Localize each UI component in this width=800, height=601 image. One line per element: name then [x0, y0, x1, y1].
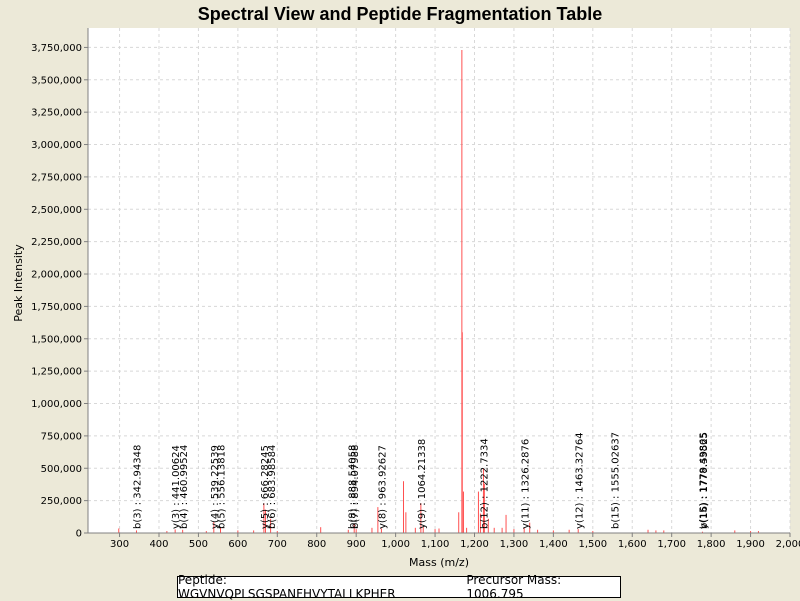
y-tick-label: 2,750,000	[31, 172, 82, 183]
y-tick-label: 750,000	[41, 431, 82, 442]
fragment-annotation: y(8) : 963.92627	[377, 445, 388, 529]
fragment-annotation: b(5) : 556.13818	[217, 445, 228, 529]
x-tick-label: 900	[347, 539, 366, 550]
x-tick-label: 1,000	[381, 539, 410, 550]
peptide-sequence: Peptide: WGVNVQPLSGSPANFHVYTALLKPHER	[178, 573, 396, 601]
x-tick-label: 1,600	[618, 539, 647, 550]
grid-layer	[88, 28, 791, 534]
plot-area	[88, 28, 790, 533]
x-tick-label: 1,800	[697, 539, 726, 550]
y-tick-label: 3,500,000	[31, 75, 82, 86]
fragment-annotation: b(15) : 1555.02637	[611, 432, 622, 529]
y-tick-label: 500,000	[41, 464, 82, 475]
y-tick-label: 1,500,000	[31, 334, 82, 345]
y-axis-label: Peak Intensity	[12, 244, 25, 322]
x-tick-label: 1,100	[421, 539, 450, 550]
fragment-annotation: y(11) : 1326.2876	[520, 439, 531, 529]
x-tick-label: 800	[307, 539, 326, 550]
fragment-annotation: y(15) : 1778.43865	[699, 432, 710, 529]
fragment-annotation: b(4) : 460.99524	[179, 445, 190, 529]
x-tick-label: 700	[268, 539, 287, 550]
y-tick-label: 250,000	[41, 496, 82, 507]
precursor-mass: Precursor Mass: 1006.795	[466, 573, 562, 601]
peaks-layer	[118, 50, 759, 533]
x-tick-label: 1,700	[657, 539, 686, 550]
fragment-annotation: y(12) : 1463.32764	[574, 432, 585, 529]
x-axis-label: Mass (m/z)	[409, 556, 469, 569]
spectrum-chart: Spectral View and Peptide Fragmentation …	[12, 4, 800, 569]
axes-layer: 300 400 500 600 700 800 900 1,000 1,100 1,200 1,30…	[31, 28, 800, 550]
x-tick-label: 1,500	[578, 539, 607, 550]
y-tick-label: 0	[76, 529, 82, 540]
fragment-annotation: y(5) : 666.28245	[260, 445, 271, 529]
fragment-annotation: y(9) : 1064.21338	[417, 439, 428, 529]
x-tick-label: 2,000	[776, 539, 800, 550]
chart-title: Spectral View and Peptide Fragmentation …	[198, 4, 602, 24]
y-tick-label: 2,500,000	[31, 205, 82, 216]
x-tick-label: 1,200	[460, 539, 489, 550]
x-tick-label: 400	[149, 539, 168, 550]
x-tick-label: 1,900	[736, 539, 765, 550]
fragment-annotation: y(3) : 441.00624	[171, 445, 182, 529]
x-tick-label: 1,400	[539, 539, 568, 550]
fragment-annotation: y(4) : 539.22539	[210, 445, 221, 529]
y-tick-label: 3,250,000	[31, 108, 82, 119]
x-tick-label: 300	[110, 539, 129, 550]
peptide-info-box: Peptide: WGVNVQPLSGSPANFHVYTALLKPHER Pre…	[177, 573, 621, 601]
y-tick-label: 1,250,000	[31, 367, 82, 378]
fragment-annotation: b(16) : 1779.59525	[699, 432, 710, 529]
y-tick-label: 3,000,000	[31, 140, 82, 151]
fragment-annotation: b(8) : 888.54058	[348, 445, 359, 529]
y-tick-label: 1,000,000	[31, 399, 82, 410]
fragment-annotation: b(6) : 683.98584	[267, 445, 278, 529]
x-tick-label: 1,300	[500, 539, 529, 550]
y-tick-label: 2,250,000	[31, 237, 82, 248]
fragment-annotation: b(12) : 1222.7334	[479, 438, 490, 529]
x-tick-label: 500	[189, 539, 208, 550]
y-tick-label: 2,000,000	[31, 270, 82, 281]
fragment-annotation: b(3) : 342.94348	[132, 445, 143, 529]
fragment-annotation: b(7) : 894.07988	[350, 445, 361, 529]
x-tick-label: 600	[228, 539, 247, 550]
y-tick-label: 1,750,000	[31, 302, 82, 313]
y-tick-label: 3,750,000	[31, 43, 82, 54]
